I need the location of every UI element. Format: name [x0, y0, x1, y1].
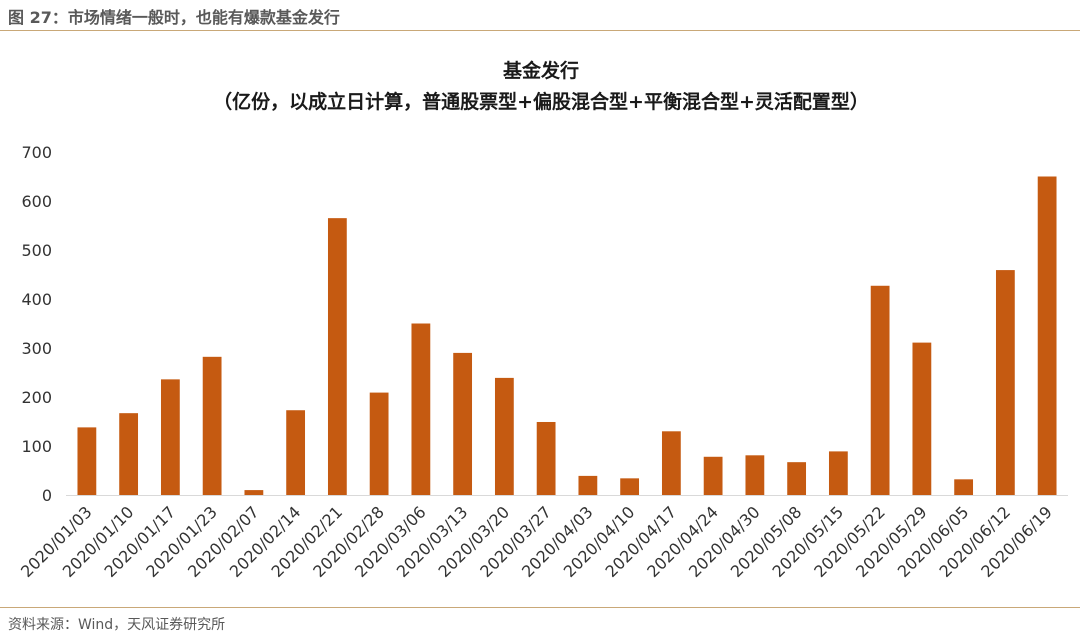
y-tick-label: 400 [21, 290, 52, 309]
bar-chart: 基金发行 （亿份，以成立日计算，普通股票型+偏股混合型+平衡混合型+灵活配置型）… [17, 59, 1068, 581]
chart-title: 基金发行 [502, 59, 579, 82]
bar [369, 392, 389, 495]
y-tick-label: 100 [21, 437, 52, 456]
bar [620, 478, 640, 495]
bar [119, 413, 139, 495]
bars [77, 176, 1057, 495]
bar [828, 451, 848, 495]
bar [578, 475, 598, 495]
bar [327, 218, 347, 495]
bar [411, 323, 431, 495]
bar [494, 377, 514, 495]
chart-subtitle: （亿份，以成立日计算，普通股票型+偏股混合型+平衡混合型+灵活配置型） [213, 90, 869, 113]
y-tick-label: 700 [21, 143, 52, 162]
bar [954, 479, 974, 495]
bar [160, 379, 180, 495]
bar [912, 342, 932, 495]
y-tick-label: 500 [21, 241, 52, 260]
bar [286, 410, 306, 495]
top-divider [0, 30, 1080, 31]
y-tick-label: 200 [21, 388, 52, 407]
bar [787, 462, 807, 495]
bar [202, 356, 222, 495]
bar [870, 285, 890, 495]
bottom-divider [0, 607, 1080, 608]
bar [703, 456, 723, 495]
y-tick-label: 600 [21, 192, 52, 211]
bar [661, 431, 681, 495]
bar [995, 270, 1015, 495]
bar [77, 427, 97, 495]
bar [244, 490, 264, 495]
bar [1037, 176, 1057, 495]
y-axis-ticks: 0 100 200 300 400 500 600 700 [21, 143, 52, 505]
x-axis-ticks: 2020/01/032020/01/102020/01/172020/01/23… [17, 502, 1056, 581]
y-tick-label: 300 [21, 339, 52, 358]
bar [453, 352, 473, 495]
bar [536, 421, 556, 495]
figure-caption: 图 27：市场情绪一般时，也能有爆款基金发行 [8, 8, 340, 27]
source-note: 资料来源：Wind，天风证券研究所 [8, 617, 226, 633]
y-tick-label: 0 [42, 486, 52, 505]
bar [745, 455, 765, 495]
